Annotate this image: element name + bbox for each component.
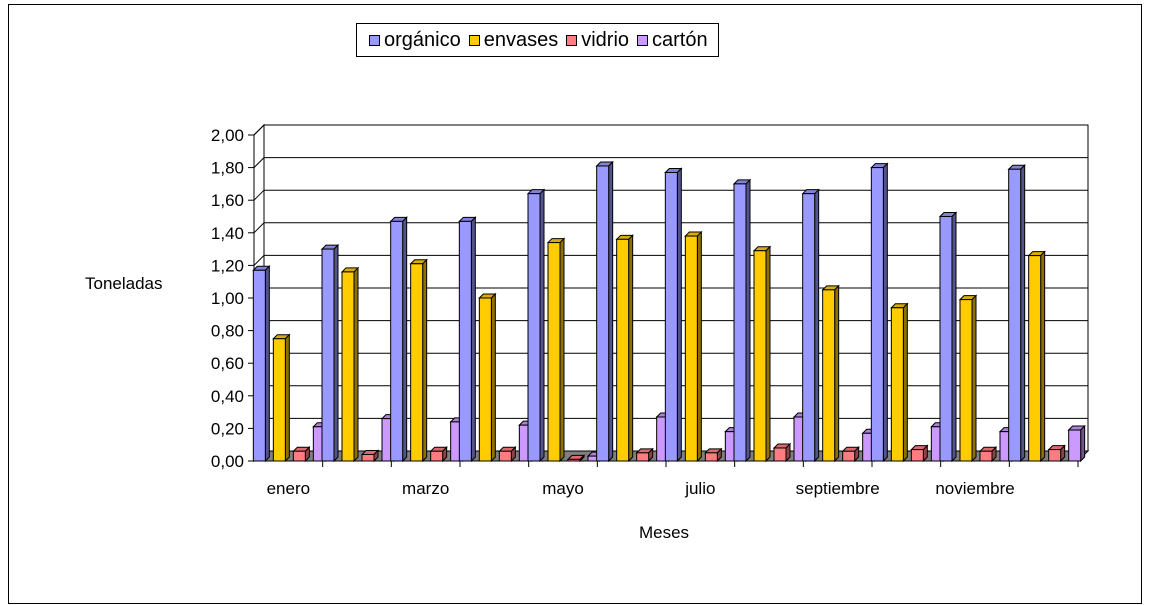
legend-label-carton: cartón	[652, 28, 708, 51]
bar	[547, 242, 561, 462]
bar	[458, 220, 472, 462]
bar-side	[490, 292, 496, 463]
bar	[527, 193, 541, 462]
gridline	[253, 124, 1088, 136]
bar	[567, 458, 581, 462]
bar-side	[834, 284, 840, 463]
bar	[430, 450, 444, 462]
bar	[1008, 168, 1022, 462]
chart-frame: 0,00 0,20 0,40 0,60 0,80 1,00 1,20 1,40 1,60 1,80…	[8, 4, 1142, 604]
bar-side	[264, 265, 270, 463]
bar	[842, 450, 856, 462]
bar	[1028, 255, 1042, 462]
legend-swatch-vidrio	[566, 34, 578, 46]
bar	[252, 269, 266, 462]
y-axis-title: Toneladas	[85, 274, 163, 293]
gridline	[253, 157, 1088, 168]
legend-label-envases: envases	[483, 28, 559, 51]
bar-side	[353, 266, 359, 463]
bar	[870, 167, 884, 462]
bar	[341, 271, 355, 462]
legend-swatch-carton	[637, 34, 649, 46]
y-tick-label: 1,60	[211, 191, 244, 210]
bar-side	[882, 162, 888, 463]
y-tick-label: 0,40	[211, 387, 244, 406]
bar	[753, 250, 767, 462]
bar-side	[422, 258, 428, 463]
bar	[1048, 449, 1062, 462]
bar	[684, 235, 698, 462]
x-tick-label: mayo	[542, 479, 584, 498]
legend-swatch-organico	[369, 34, 380, 46]
bar	[1068, 429, 1082, 462]
bar-side	[628, 234, 634, 463]
bar	[910, 449, 924, 462]
bar	[704, 452, 718, 462]
bar-side	[814, 188, 820, 463]
legend-item-carton: cartón	[637, 29, 708, 52]
bar-side	[470, 216, 476, 463]
x-axis-title: Meses	[639, 523, 689, 542]
legend-item-organico: orgánico	[369, 29, 461, 52]
bar-side	[696, 230, 702, 463]
legend-label-vidrio: vidrio	[581, 28, 630, 51]
bar-side	[1080, 424, 1086, 463]
bar-side	[284, 333, 290, 463]
x-tick-label: noviembre	[935, 479, 1014, 498]
y-tick-label: 0,60	[211, 354, 244, 373]
y-tick-label: 0,00	[211, 452, 244, 471]
bar	[636, 452, 650, 462]
bar	[321, 248, 335, 462]
bar-side	[1020, 164, 1026, 463]
bar-side	[676, 167, 682, 463]
legend-item-envases: envases	[468, 28, 559, 52]
y-tick-label: 1,00	[211, 289, 244, 308]
legend-label-organico: orgánico	[384, 28, 461, 51]
bar	[939, 216, 953, 462]
bar	[478, 297, 492, 462]
bar	[361, 453, 375, 462]
y-tick-label: 1,40	[211, 224, 244, 243]
y-tick-label: 1,80	[211, 159, 244, 178]
bar-side	[402, 216, 408, 463]
bar	[616, 238, 630, 462]
bar-side	[333, 243, 339, 463]
x-tick-label: enero	[267, 479, 310, 498]
bar	[664, 171, 678, 462]
bar	[773, 447, 787, 462]
bar	[890, 307, 904, 462]
y-tick-label: 0,20	[211, 419, 244, 438]
bar	[272, 338, 286, 462]
x-tick-label: septiembre	[796, 479, 880, 498]
y-tick-label: 2,00	[211, 126, 244, 145]
bar-side	[559, 237, 565, 463]
bar	[959, 299, 973, 462]
bar	[979, 450, 993, 462]
legend: orgánico envases vidrio cartón	[356, 23, 719, 57]
legend-swatch-envases	[468, 34, 480, 46]
bar	[802, 193, 816, 462]
bar-chart: 0,00 0,20 0,40 0,60 0,80 1,00 1,20 1,40 1,60 1,80…	[85, 123, 1090, 542]
bar-side	[1040, 250, 1046, 463]
bar-side	[745, 178, 751, 463]
bar	[498, 450, 512, 462]
bar	[410, 263, 424, 462]
y-tick-label: 1,20	[211, 256, 244, 275]
bar	[390, 220, 404, 462]
bar-side	[971, 294, 977, 463]
bar	[292, 450, 306, 462]
x-tick-label: marzo	[402, 479, 449, 498]
y-tick-label: 0,80	[211, 322, 244, 341]
bar-side	[539, 188, 545, 463]
bar-side	[951, 211, 957, 463]
legend-item-vidrio: vidrio	[566, 29, 629, 52]
bar	[596, 165, 610, 462]
bar-side	[765, 245, 771, 463]
bar	[822, 289, 836, 462]
bar	[733, 183, 747, 462]
x-tick-label: julio	[684, 479, 715, 498]
bar-side	[608, 160, 614, 463]
bar-side	[902, 302, 908, 463]
